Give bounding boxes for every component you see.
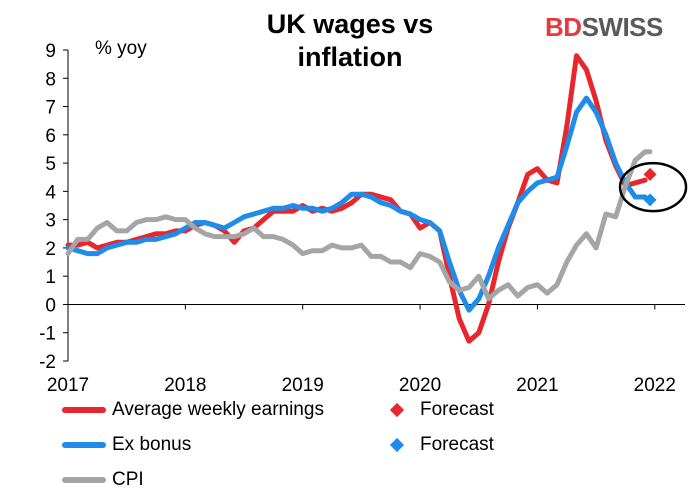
brand-logo: BDSWISS bbox=[545, 12, 663, 43]
diamond-marker-icon bbox=[389, 402, 405, 418]
y-tick-label: -2 bbox=[39, 352, 56, 373]
legend-label: Forecast bbox=[420, 399, 494, 420]
x-tick-label: 2017 bbox=[47, 375, 89, 396]
y-tick-label: -1 bbox=[39, 324, 56, 345]
forecast-highlight-circle bbox=[618, 161, 688, 213]
legend-item-forecast-blue: Forecast bbox=[384, 431, 494, 459]
y-tick-label: 3 bbox=[45, 211, 56, 232]
legend-item-ex-bonus: Ex bonus bbox=[62, 431, 191, 459]
x-tick-label: 2019 bbox=[282, 375, 324, 396]
y-tick-label: 5 bbox=[45, 154, 56, 175]
legend-label: CPI bbox=[112, 469, 144, 490]
legend-item-cpi: CPI bbox=[62, 466, 144, 494]
y-tick-label: 7 bbox=[45, 98, 56, 119]
y-axis-unit-label: % yoy bbox=[95, 38, 147, 59]
series-line-ex-bonus bbox=[65, 95, 648, 313]
forecast-marker bbox=[643, 193, 657, 207]
y-tick-label: 2 bbox=[45, 239, 56, 260]
legend-item-average-weekly-earnings: Average weekly earnings bbox=[62, 396, 324, 424]
y-tick-label: 1 bbox=[45, 267, 56, 288]
legend-line-red bbox=[62, 407, 106, 413]
x-tick-label: 2018 bbox=[164, 375, 206, 396]
x-tick-label: 2020 bbox=[399, 375, 441, 396]
x-tick-label: 2022 bbox=[634, 375, 676, 396]
legend-label: Forecast bbox=[420, 434, 494, 455]
legend-item-forecast-red: Forecast bbox=[384, 396, 494, 424]
brand-logo-part1: BD bbox=[545, 12, 582, 42]
legend-line-blue bbox=[62, 442, 106, 448]
y-tick-label: 9 bbox=[45, 41, 56, 62]
brand-logo-part2: SWISS bbox=[581, 12, 664, 42]
diamond-marker-icon bbox=[389, 437, 405, 453]
chart-title: UK wages vs inflation bbox=[266, 9, 434, 72]
legend-label: Ex bonus bbox=[112, 434, 192, 455]
y-tick-label: 6 bbox=[45, 126, 56, 147]
series-line-average-weekly-earnings bbox=[65, 53, 648, 344]
series-line-cpi bbox=[65, 149, 653, 302]
y-tick-label: 8 bbox=[45, 69, 56, 90]
forecast-marker bbox=[643, 167, 657, 181]
x-tick-label: 2021 bbox=[516, 375, 558, 396]
legend-label: Average weekly earnings bbox=[112, 399, 324, 420]
legend-line-gray bbox=[62, 477, 106, 483]
y-tick-label: 0 bbox=[45, 295, 56, 316]
y-tick-label: 4 bbox=[45, 182, 56, 203]
